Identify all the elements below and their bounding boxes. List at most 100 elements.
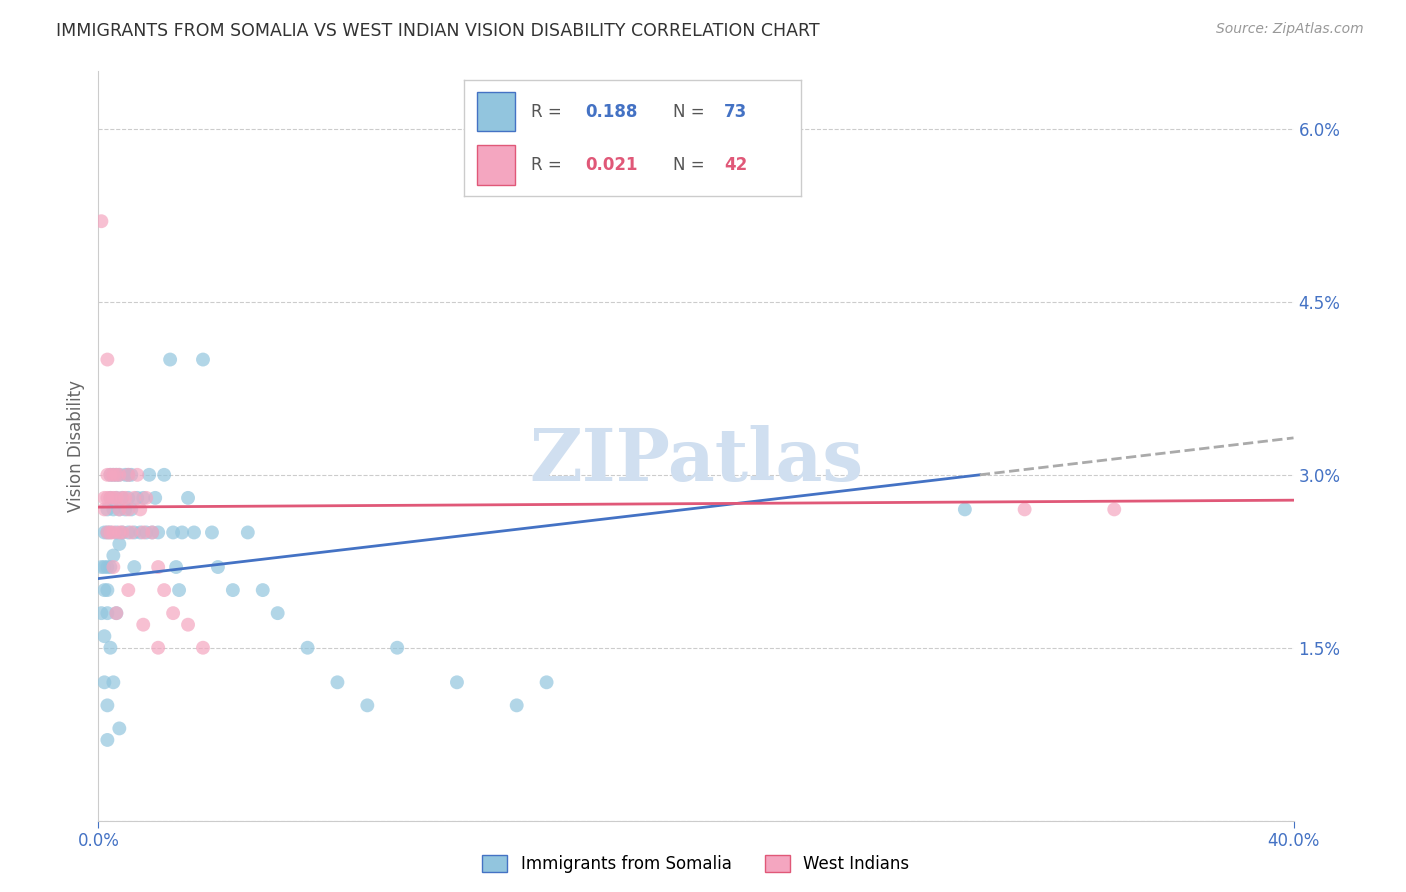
- Point: [98, 467, 122, 482]
- Point: [167, 583, 190, 598]
- Legend: Immigrants from Somalia, West Indians: Immigrants from Somalia, West Indians: [475, 848, 917, 880]
- Point: [236, 525, 259, 540]
- Point: [153, 583, 176, 598]
- Point: [98, 525, 122, 540]
- Point: [105, 606, 128, 620]
- Text: 0.021: 0.021: [585, 156, 638, 174]
- Point: [96, 583, 118, 598]
- Point: [120, 467, 142, 482]
- Point: [96, 502, 118, 516]
- Point: [98, 560, 122, 574]
- Point: [96, 525, 118, 540]
- Point: [252, 583, 274, 598]
- Point: [114, 502, 136, 516]
- Point: [103, 549, 125, 563]
- Point: [135, 525, 157, 540]
- Point: [90, 214, 112, 228]
- Text: R =: R =: [531, 156, 568, 174]
- Text: 42: 42: [724, 156, 747, 174]
- Point: [114, 467, 136, 482]
- Point: [103, 502, 125, 516]
- Point: [105, 606, 128, 620]
- Point: [103, 467, 125, 482]
- Point: [138, 467, 160, 482]
- Point: [124, 525, 146, 540]
- Point: [96, 733, 118, 747]
- Point: [120, 502, 142, 516]
- Point: [191, 352, 214, 367]
- Point: [177, 491, 200, 505]
- Point: [96, 698, 118, 713]
- Point: [108, 537, 131, 551]
- Point: [267, 606, 290, 620]
- Point: [143, 491, 166, 505]
- Point: [93, 583, 115, 598]
- Point: [96, 491, 118, 505]
- Point: [148, 640, 170, 655]
- Point: [132, 525, 155, 540]
- Point: [159, 352, 181, 367]
- Text: N =: N =: [673, 156, 710, 174]
- Point: [162, 606, 184, 620]
- Point: [96, 606, 118, 620]
- Point: [117, 502, 139, 516]
- Point: [165, 560, 187, 574]
- Point: [98, 640, 122, 655]
- Point: [111, 525, 134, 540]
- Point: [356, 698, 378, 713]
- Point: [124, 491, 146, 505]
- Point: [105, 525, 128, 540]
- Point: [108, 502, 131, 516]
- Point: [108, 722, 131, 736]
- Point: [1014, 502, 1036, 516]
- Bar: [478, 145, 515, 185]
- Text: Source: ZipAtlas.com: Source: ZipAtlas.com: [1216, 22, 1364, 37]
- Point: [953, 502, 976, 516]
- Point: [108, 502, 131, 516]
- Point: [93, 502, 115, 516]
- Point: [129, 525, 152, 540]
- Point: [96, 352, 118, 367]
- Point: [93, 491, 115, 505]
- Point: [536, 675, 558, 690]
- Point: [153, 467, 176, 482]
- Point: [103, 560, 125, 574]
- Point: [96, 467, 118, 482]
- Point: [117, 525, 139, 540]
- Point: [90, 560, 112, 574]
- Point: [183, 525, 205, 540]
- Point: [127, 467, 149, 482]
- Point: [93, 560, 115, 574]
- Point: [201, 525, 224, 540]
- Point: [108, 467, 131, 482]
- Point: [1104, 502, 1126, 516]
- Point: [120, 525, 142, 540]
- Bar: [478, 92, 515, 131]
- Point: [132, 617, 155, 632]
- Point: [385, 640, 409, 655]
- Point: [105, 467, 128, 482]
- Point: [111, 525, 134, 540]
- Point: [297, 640, 319, 655]
- Point: [103, 525, 125, 540]
- Point: [191, 640, 214, 655]
- Point: [90, 606, 112, 620]
- Point: [98, 491, 122, 505]
- Point: [98, 491, 122, 505]
- Point: [148, 560, 170, 574]
- Point: [111, 491, 134, 505]
- Point: [446, 675, 468, 690]
- Point: [127, 491, 149, 505]
- Point: [117, 583, 139, 598]
- Text: R =: R =: [531, 103, 568, 120]
- Point: [103, 467, 125, 482]
- Point: [117, 491, 139, 505]
- Text: 0.188: 0.188: [585, 103, 638, 120]
- Point: [135, 491, 157, 505]
- Point: [222, 583, 245, 598]
- Text: IMMIGRANTS FROM SOMALIA VS WEST INDIAN VISION DISABILITY CORRELATION CHART: IMMIGRANTS FROM SOMALIA VS WEST INDIAN V…: [56, 22, 820, 40]
- Point: [111, 491, 134, 505]
- Point: [108, 467, 131, 482]
- Point: [117, 467, 139, 482]
- Point: [506, 698, 529, 713]
